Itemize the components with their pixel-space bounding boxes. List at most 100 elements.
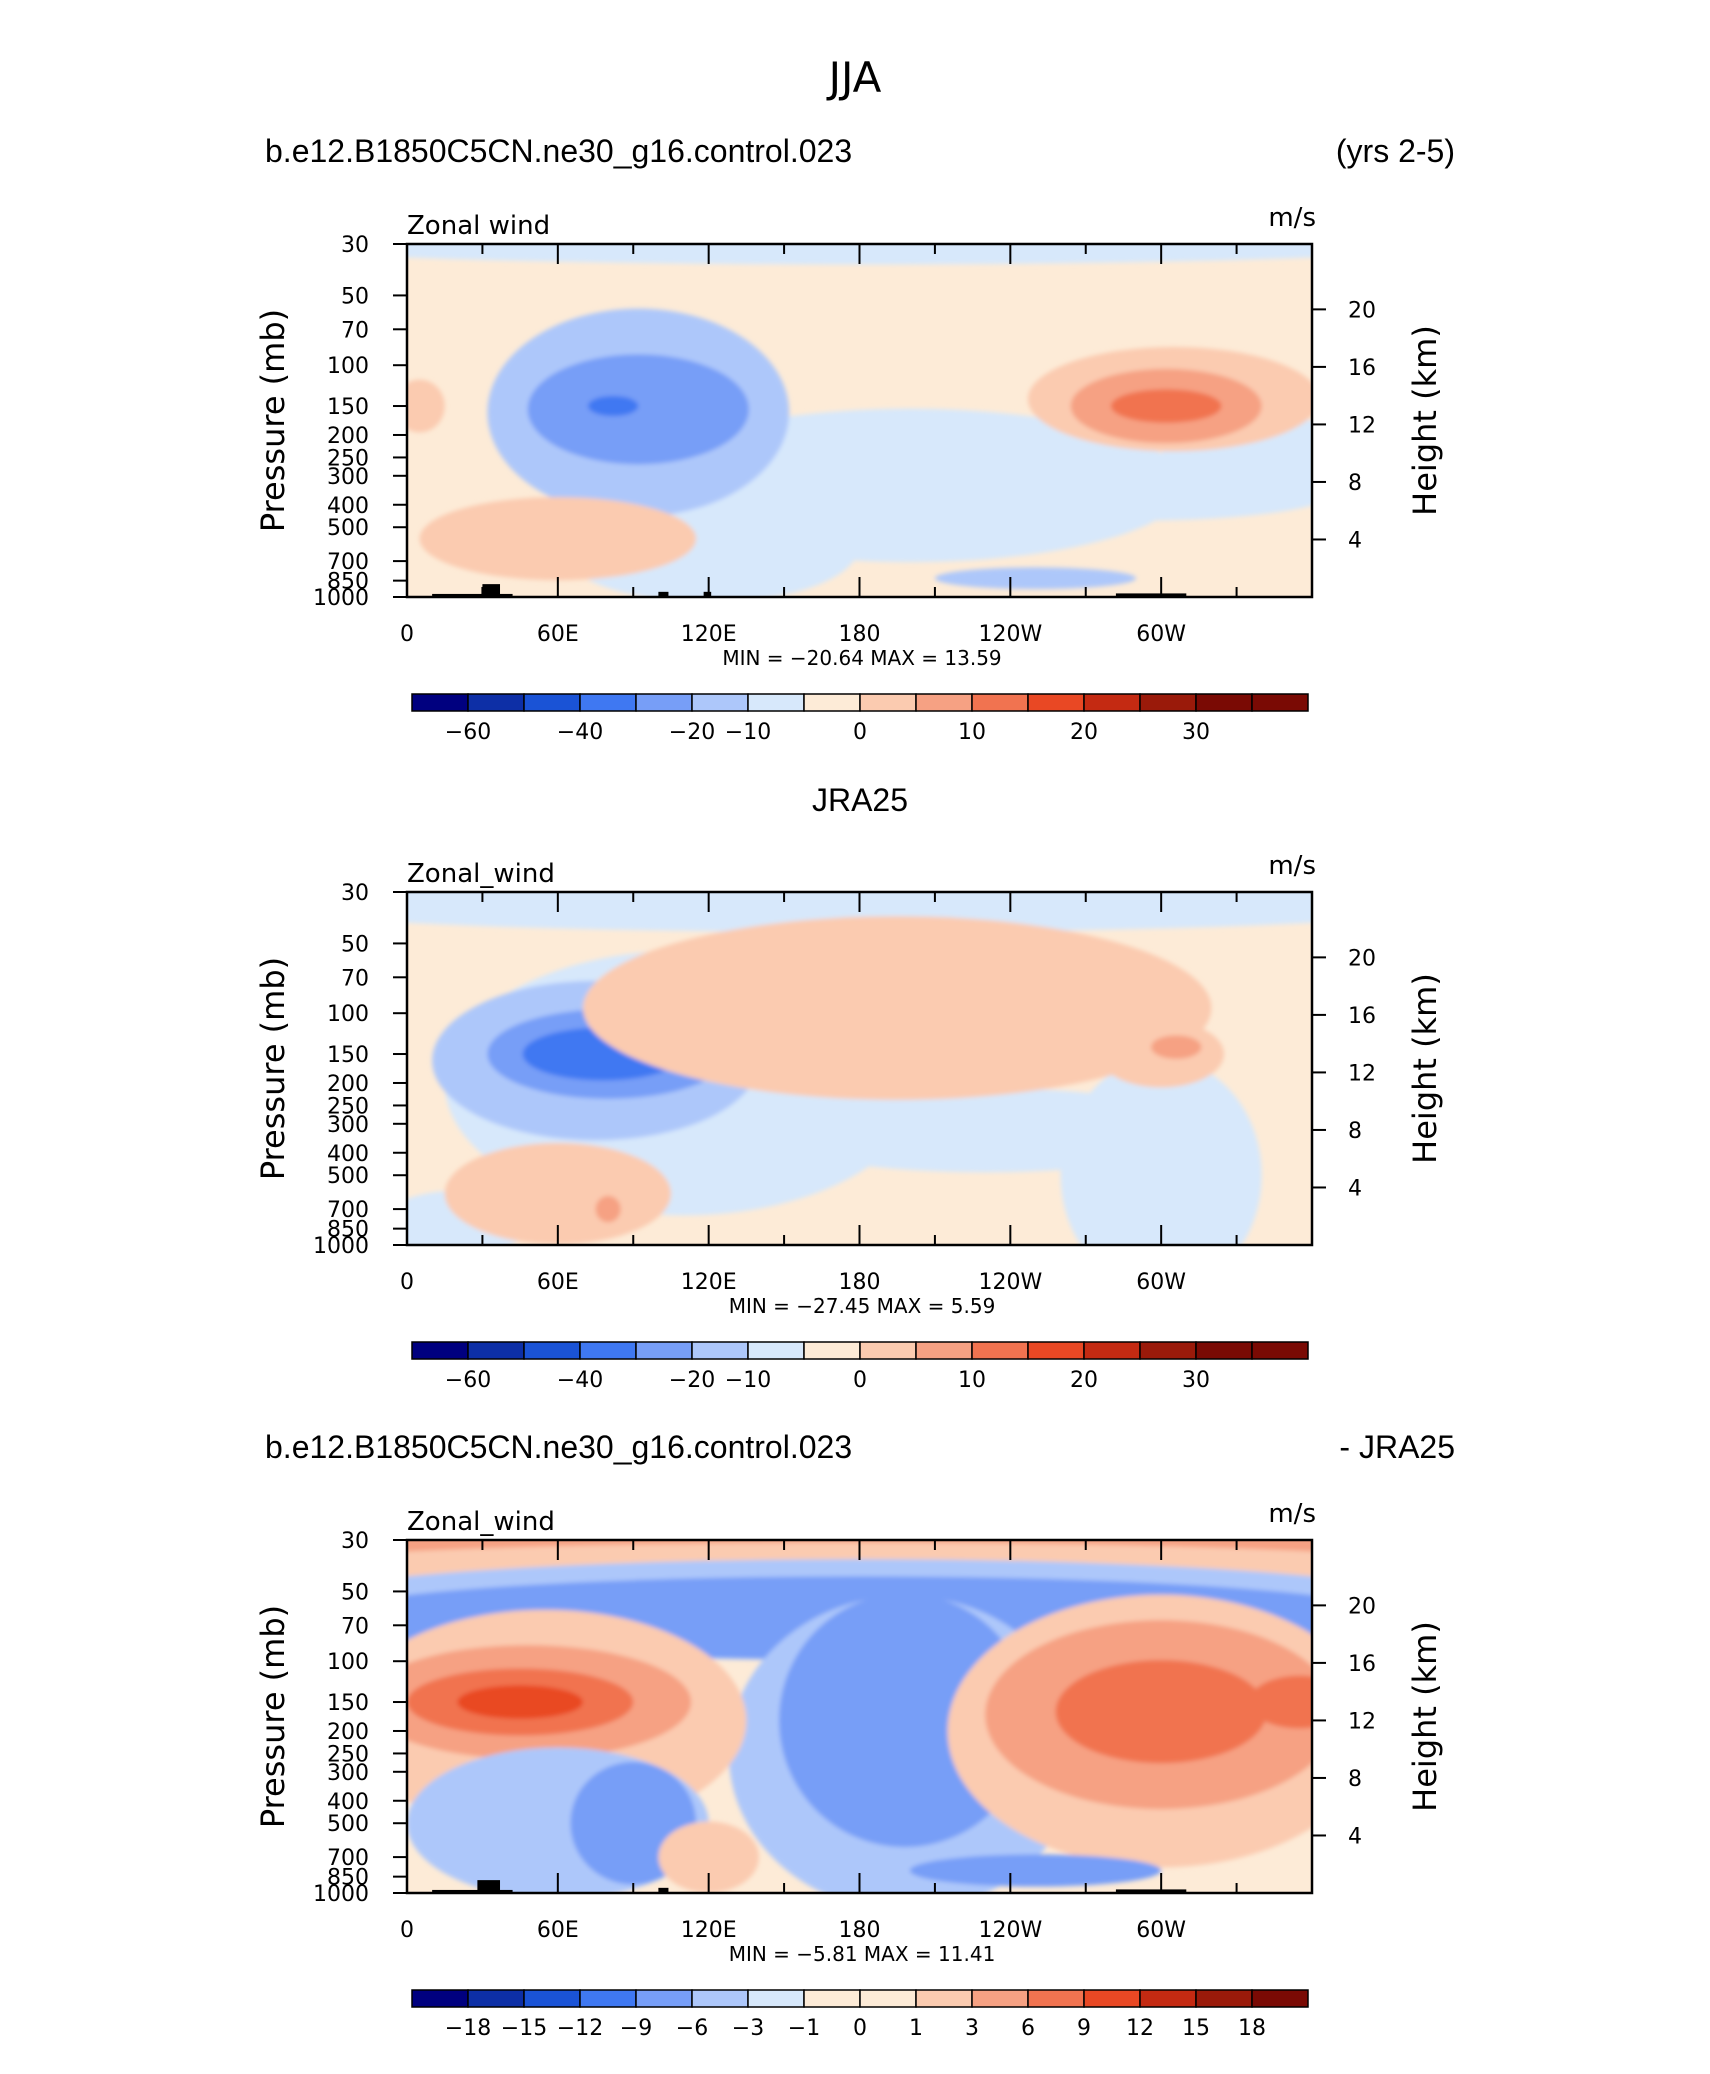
plot-area [407,1540,1312,1893]
colorbar-label: 0 [853,2016,867,2041]
y-tick-label: 500 [327,1812,369,1837]
panel1-header-right: (yrs 2-5) [1336,133,1455,169]
y-tick-label: 50 [341,284,369,309]
y-tick-label: 700 [327,1198,369,1223]
colorbar-label: −1 [788,2016,820,2041]
x-tick-label: 180 [839,1918,881,1943]
height-tick-label: 4 [1348,1824,1362,1849]
y-tick-label: 150 [327,1043,369,1068]
y-tick-label: 70 [341,1614,369,1639]
topography-1 [432,1889,513,1893]
panel-2: 0 60E 120E 180 120W 60W3050701001502002503004… [254,851,1444,1393]
panel3-header-left: b.e12.B1850C5CN.ne30_g16.control.023 [265,1429,852,1465]
colorbar-label: 20 [1070,720,1098,745]
x-tick-label: 60W [1136,622,1186,647]
y-tick-label: 100 [327,1002,369,1027]
panel3-header-right: - JRA25 [1339,1429,1455,1465]
colorbar-box [579,1989,637,2008]
colorbar-box [523,1989,581,2008]
colorbar-box [691,1341,749,1360]
units-label: m/s [1268,1499,1316,1529]
y-tick-label: 30 [341,881,369,906]
y-tick-label: 200 [327,1720,369,1745]
colorbar-box [1251,1989,1309,2008]
colorbar-box [691,693,749,712]
y-tick-label: 400 [327,494,369,519]
x-tick-label: 120W [978,1270,1042,1295]
colorbar-label: 12 [1126,2016,1154,2041]
contour-region-14 [1249,1675,1312,1729]
colorbar-label: 15 [1182,2016,1210,2041]
topography-2 [482,584,501,597]
colorbar-box [1083,1341,1141,1360]
colorbar-box [411,1341,469,1360]
topography-3 [658,1887,669,1893]
contour-region-1 [407,892,1312,933]
colorbar-box [1139,1341,1197,1360]
y-tick-label: 500 [327,1164,369,1189]
colorbar-label: −12 [557,2016,603,2041]
colorbar-box [859,693,917,712]
colorbar-box [411,1989,469,2008]
colorbar-label: 9 [1077,2016,1091,2041]
height-tick-label: 20 [1348,1594,1376,1619]
y-tick-label: 50 [341,932,369,957]
units-label: m/s [1268,203,1316,233]
colorbar-label: 18 [1238,2016,1266,2041]
topography-1 [432,593,513,597]
height-tick-label: 12 [1348,1709,1376,1734]
colorbar-label: −40 [557,1368,603,1393]
colorbar-box [411,693,469,712]
contour-region-17 [909,1854,1162,1887]
colorbar-label: 30 [1182,720,1210,745]
colorbar-label: −15 [501,2016,547,2041]
colorbar-label: 6 [1021,2016,1035,2041]
y-tick-label: 150 [327,395,369,420]
contour-region-9 [419,497,697,581]
colorbar-box [1139,693,1197,712]
colorbar-box [1251,1341,1309,1360]
height-tick-label: 4 [1348,1176,1362,1201]
colorbar-box [971,693,1029,712]
y-tick-label: 250 [327,446,369,471]
colorbar-label: 1 [909,2016,923,2041]
x-tick-label: 0 [400,1270,414,1295]
y-tick-label: 30 [341,1529,369,1554]
colorbar-label: −20 [669,720,715,745]
colorbar-box [803,693,861,712]
plot-area [407,892,1312,1245]
colorbar-box [579,1341,637,1360]
colorbar-box [467,1341,525,1360]
colorbar-box [1083,1989,1141,2008]
colorbar-label: −20 [669,1368,715,1393]
colorbar-box [747,693,805,712]
y-tick-label: 1000 [313,586,369,611]
y-tick-label: 100 [327,1650,369,1675]
colorbar-label: −40 [557,720,603,745]
colorbar-box [859,1341,917,1360]
colorbar-label: 0 [853,720,867,745]
colorbar-label: −60 [445,720,491,745]
colorbar-box [1195,1989,1253,2008]
topography-3 [658,591,669,597]
height-tick-label: 8 [1348,1119,1362,1144]
y-axis-title: Pressure (mb) [254,1605,292,1828]
topography-4 [703,591,712,597]
x-tick-label: 0 [400,622,414,647]
y-tick-label: 400 [327,1142,369,1167]
y-tick-label: 300 [327,1761,369,1786]
height-tick-label: 16 [1348,1652,1376,1677]
colorbar-box [467,693,525,712]
contour-region-18 [658,1821,759,1893]
height-tick-label: 4 [1348,528,1362,553]
panel-3: 0 60E 120E 180 120W 60W3050701001502002503004… [254,1499,1444,2041]
x-tick-label: 60E [537,622,579,647]
contour-region-9 [582,916,1212,1100]
colorbar-box [579,693,637,712]
panel1-header-left: b.e12.B1850C5CN.ne30_g16.control.023 [265,133,852,169]
contour-region-13 [1055,1660,1267,1764]
y-axis-title-right: Height (km) [1406,1621,1444,1812]
x-tick-label: 120E [681,622,737,647]
min-max-label: MIN = −5.81 MAX = 11.41 [729,1942,996,1966]
colorbar-box [1083,693,1141,712]
